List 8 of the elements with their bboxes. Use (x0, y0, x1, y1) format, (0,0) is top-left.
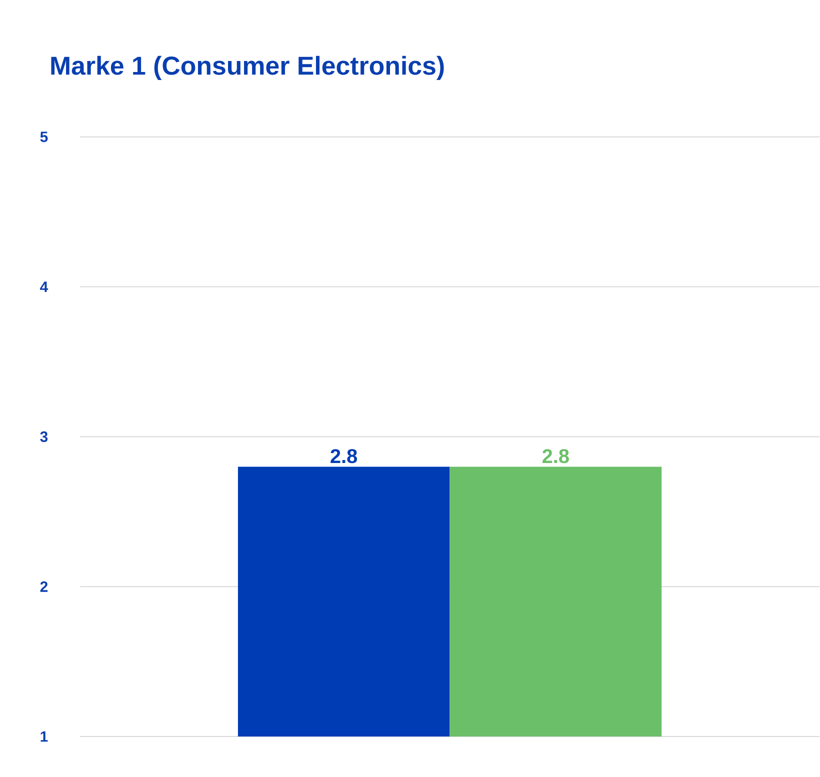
data-label: 2.8 (542, 449, 569, 464)
y-tick-label: 5 (40, 132, 48, 142)
y-tick-label: 2 (40, 582, 48, 592)
y-tick-label: 1 (40, 732, 48, 742)
y-tick-label: 4 (40, 282, 48, 292)
y-tick-label: 3 (40, 432, 48, 442)
data-label: 2.8 (330, 449, 358, 464)
chart-title: Marke 1 (Consumer Electronics) (51, 56, 444, 80)
